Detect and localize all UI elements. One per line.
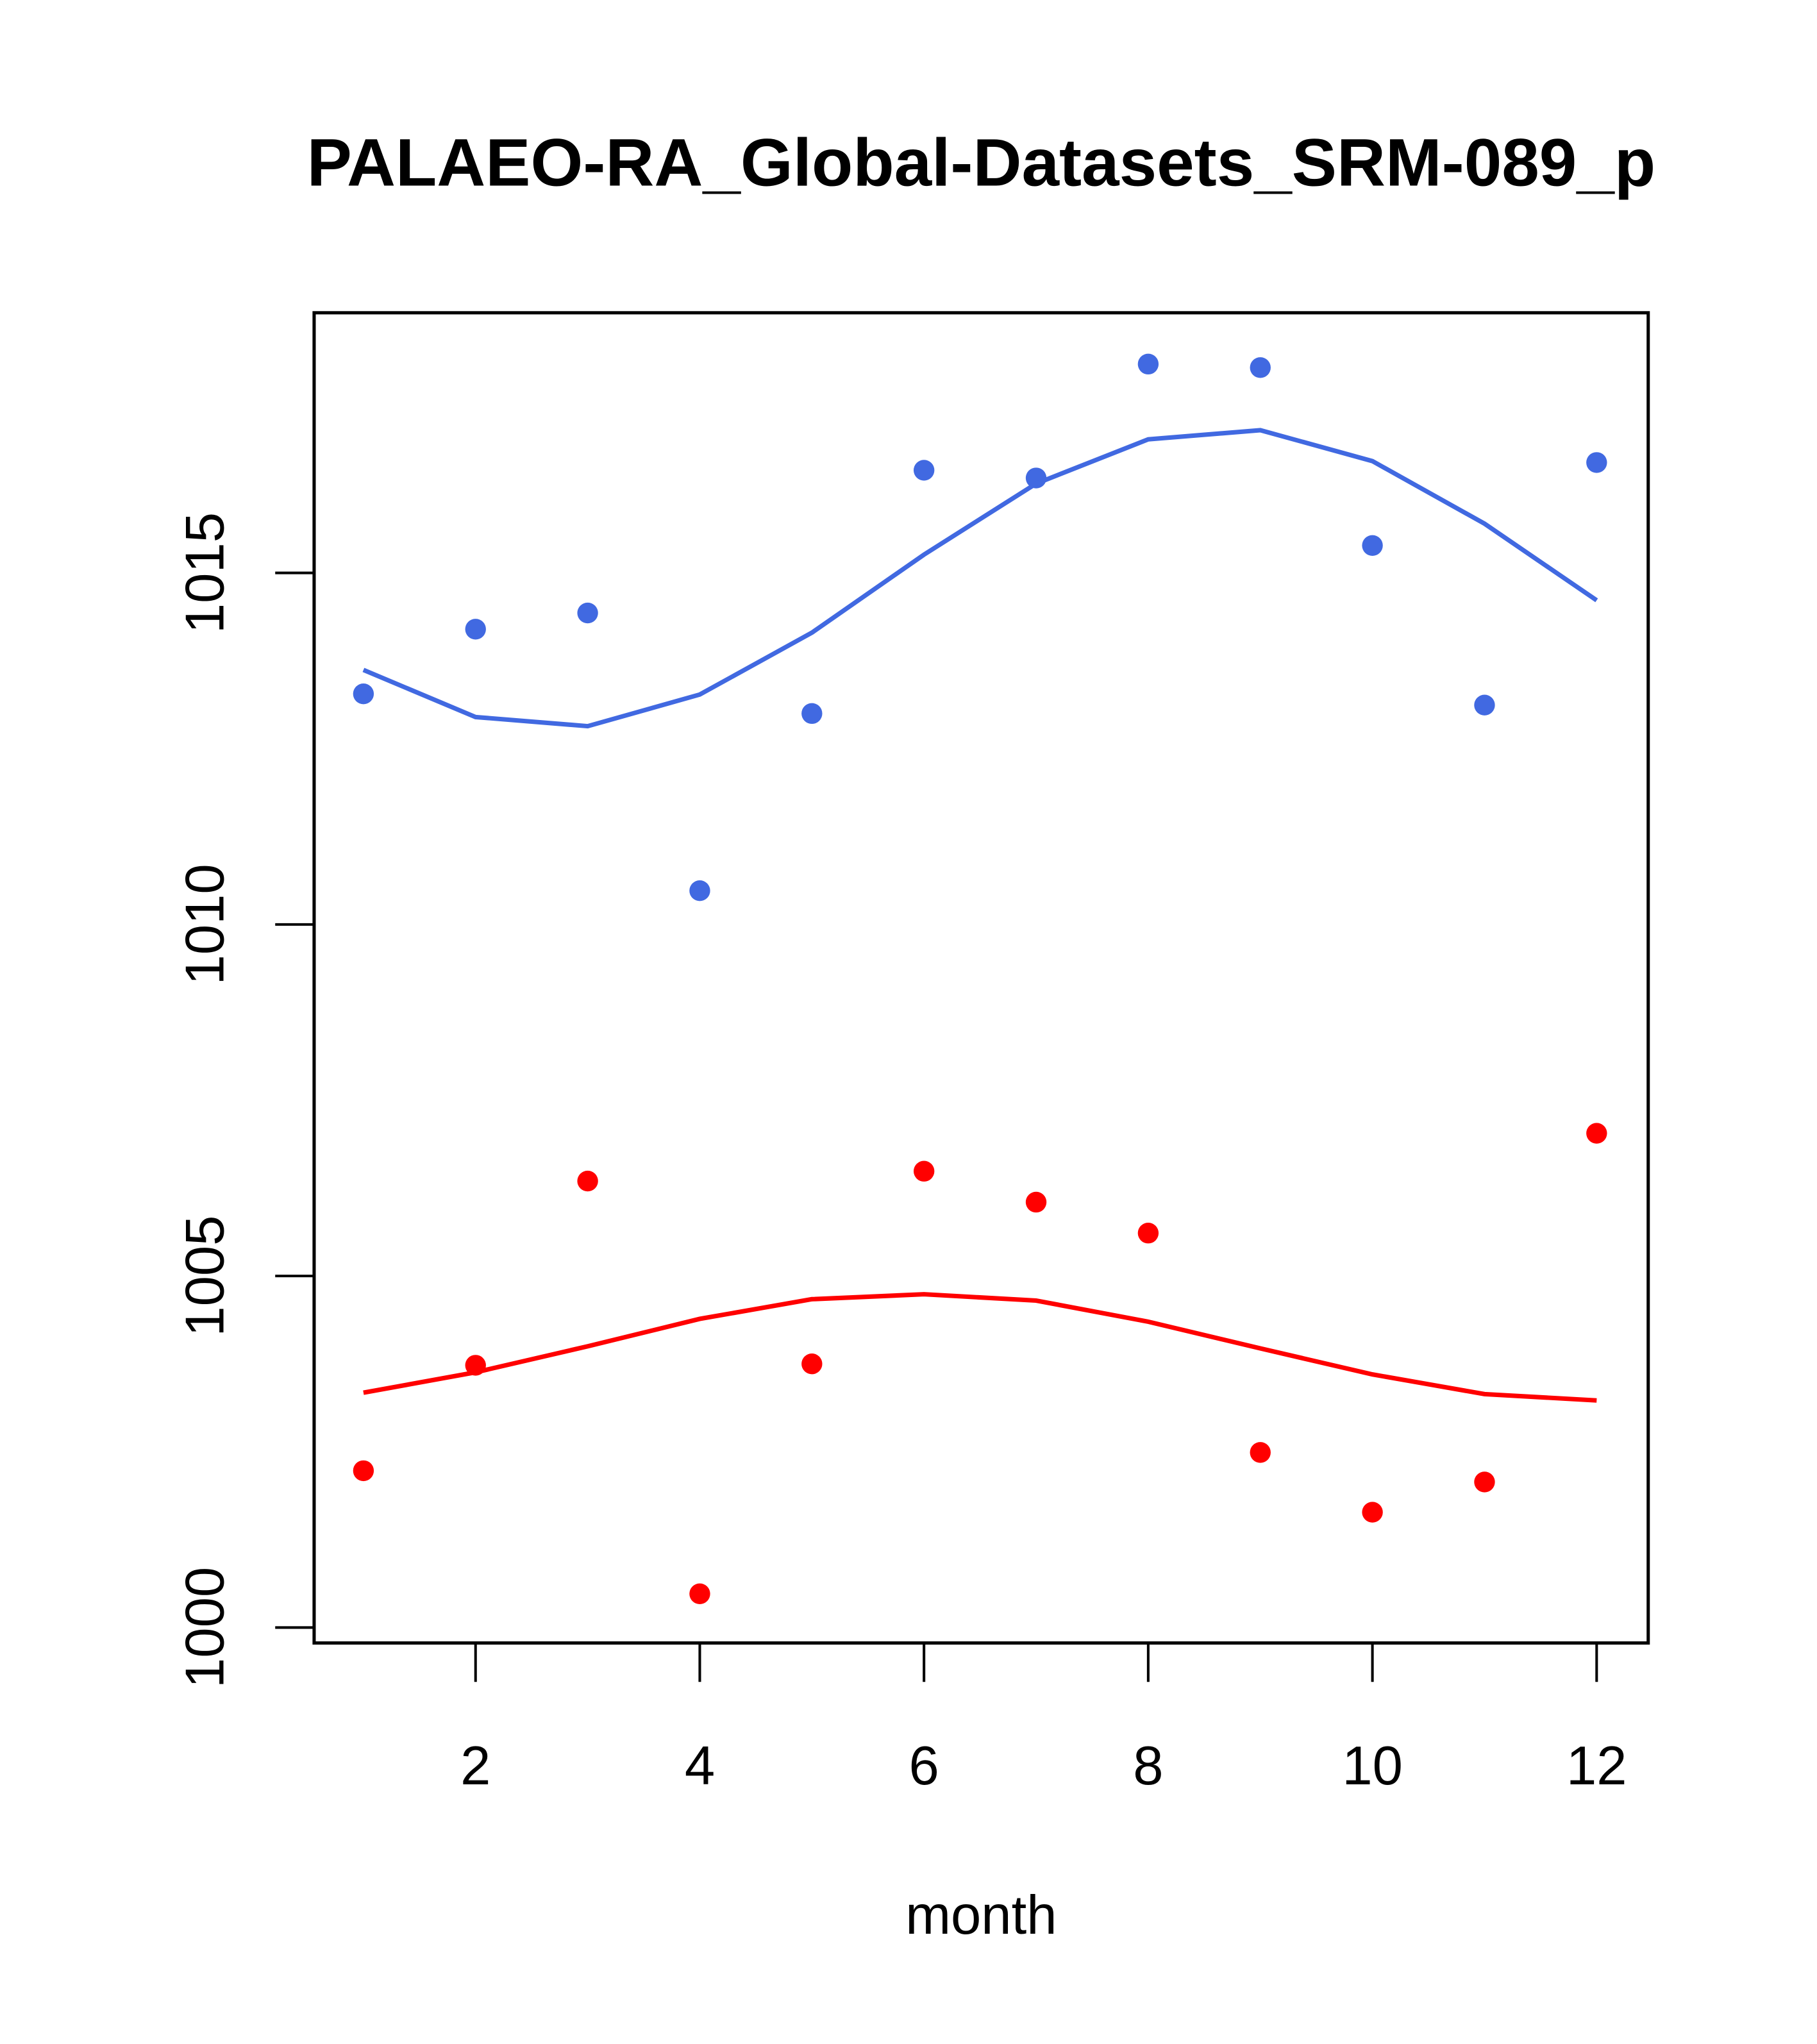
x-tick-label: 8 <box>1133 1736 1163 1797</box>
y-tick-label: 1010 <box>174 864 235 985</box>
chart-title: PALAEO-RA_Global-Datasets_SRM-089_p <box>307 125 1656 200</box>
x-tick-label: 10 <box>1342 1736 1403 1797</box>
x-axis-label: month <box>905 1885 1057 1946</box>
blue-points-point <box>465 619 486 640</box>
red-points-point <box>1362 1502 1383 1523</box>
plot-marks <box>353 353 1607 1604</box>
y-tick-label: 1005 <box>174 1216 235 1337</box>
blue-points-point <box>353 683 374 705</box>
red-points-point <box>913 1160 935 1182</box>
red-smooth-line <box>363 1292 1597 1403</box>
y-tick-label: 1015 <box>174 512 235 633</box>
red-points-point <box>1586 1123 1607 1144</box>
red-points-point <box>801 1353 823 1375</box>
plot-frame <box>312 311 1650 1645</box>
blue-points-point <box>1362 535 1383 556</box>
blue-points-point <box>1137 353 1159 375</box>
blue-points-point <box>801 703 823 725</box>
blue-points-point <box>1586 452 1607 473</box>
x-tick-label: 6 <box>909 1736 939 1797</box>
blue-smooth-line <box>362 428 1598 729</box>
blue-points-point <box>1250 357 1271 378</box>
red-points-point <box>689 1583 710 1604</box>
y-tick-label: 1000 <box>174 1567 235 1688</box>
x-tick-label: 2 <box>460 1736 490 1797</box>
red-points-point <box>577 1170 598 1192</box>
red-points-point <box>1025 1191 1047 1213</box>
red-points-point <box>353 1460 374 1482</box>
x-tick-label: 12 <box>1566 1736 1627 1797</box>
red-points-point <box>1250 1442 1271 1463</box>
blue-points-point <box>1474 694 1495 716</box>
y-axis: 1000 1005 1010 1015 <box>174 512 315 1688</box>
x-axis: 2 4 6 8 10 12 <box>460 1641 1627 1797</box>
blue-points-point <box>689 880 710 901</box>
x-tick-label: 4 <box>685 1736 715 1797</box>
red-points-point <box>1474 1471 1495 1493</box>
blue-points-point <box>577 602 598 624</box>
red-points-point <box>1137 1223 1159 1244</box>
blue-points-point <box>913 460 935 481</box>
